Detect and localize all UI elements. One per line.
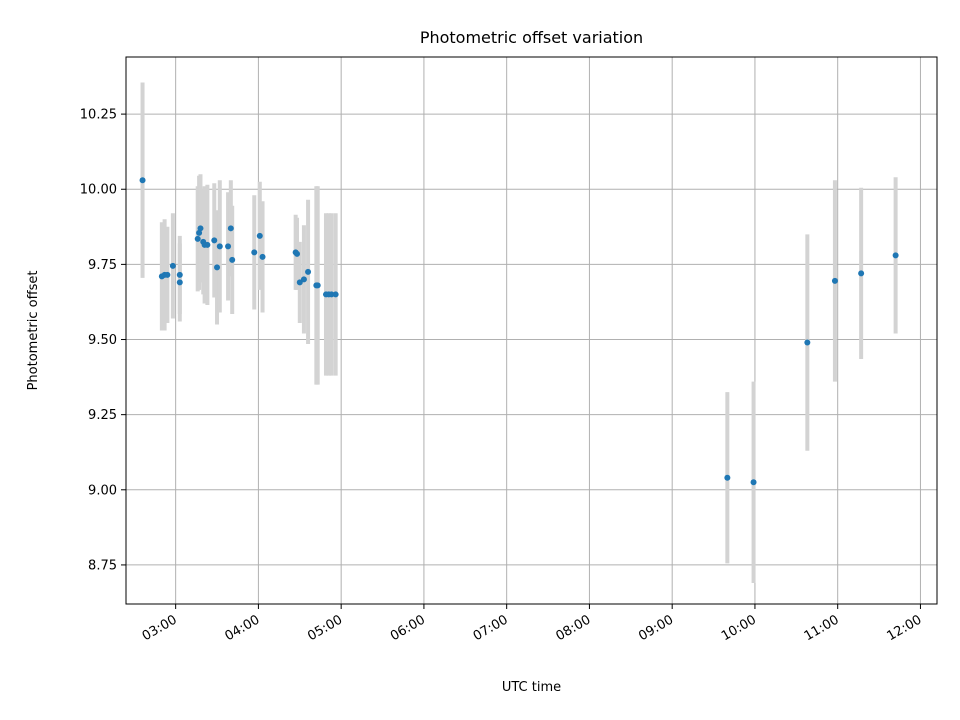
data-point [214, 264, 221, 271]
y-tick-label: 9.75 [88, 258, 117, 273]
data-points [139, 177, 899, 486]
data-point [227, 225, 234, 232]
error-bars [140, 82, 898, 583]
data-point [294, 250, 301, 257]
x-tick-label: 05:00 [305, 612, 345, 644]
data-point [225, 243, 232, 250]
y-axis-ticks: 8.75 9.00 9.25 9.50 9.75 10.00 10.25 [80, 108, 126, 573]
data-point [296, 279, 303, 286]
data-point [176, 279, 183, 286]
data-point [750, 479, 757, 486]
data-point [194, 235, 201, 242]
x-tick-label: 08:00 [553, 612, 593, 644]
data-point [314, 282, 321, 289]
data-point [305, 268, 312, 275]
grid-lines [126, 57, 937, 604]
data-point [176, 271, 183, 278]
data-point [332, 291, 339, 298]
data-point [804, 339, 811, 346]
data-point [139, 177, 146, 184]
x-tick-label: 03:00 [140, 612, 180, 644]
data-point [831, 277, 838, 284]
data-point [892, 252, 899, 259]
data-point [216, 243, 223, 250]
y-tick-label: 9.25 [88, 408, 117, 423]
x-axis-label: UTC time [502, 680, 561, 695]
data-point [300, 276, 307, 283]
x-tick-label: 04:00 [222, 612, 262, 644]
data-point [256, 232, 263, 239]
y-tick-label: 9.50 [88, 333, 117, 348]
data-point [858, 270, 865, 277]
x-tick-label: 10:00 [719, 612, 759, 644]
data-point [259, 253, 266, 260]
data-point [229, 256, 236, 263]
y-tick-label: 9.00 [88, 483, 117, 498]
y-tick-label: 8.75 [88, 558, 117, 573]
data-point [197, 225, 204, 232]
x-tick-label: 12:00 [885, 612, 925, 644]
x-tick-label: 11:00 [802, 612, 842, 644]
x-tick-label: 07:00 [471, 612, 511, 644]
y-axis-label: Photometric offset [26, 271, 41, 391]
data-point [328, 291, 335, 298]
x-axis-ticks: 03:00 04:00 05:00 06:00 07:00 08:00 09:00 10:00… [140, 604, 925, 644]
data-point [169, 262, 176, 269]
plot-frame [125, 56, 938, 605]
data-point [251, 249, 258, 256]
chart-title: Photometric offset variation [420, 28, 643, 47]
data-point [164, 271, 171, 278]
data-point [211, 237, 218, 244]
data-point [196, 229, 203, 236]
y-tick-label: 10.00 [80, 183, 117, 198]
data-point [724, 474, 731, 481]
data-point [204, 241, 211, 248]
x-tick-label: 09:00 [636, 612, 676, 644]
x-tick-label: 06:00 [388, 612, 428, 644]
y-tick-label: 10.25 [80, 108, 117, 123]
